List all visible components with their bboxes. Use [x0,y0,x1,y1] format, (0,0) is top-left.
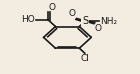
Text: NH₂: NH₂ [100,17,117,26]
Text: O: O [94,24,101,33]
Text: Cl: Cl [80,54,89,63]
Text: S: S [82,16,88,26]
Text: HO: HO [21,15,35,24]
Text: O: O [69,9,76,18]
Text: O: O [48,3,55,12]
